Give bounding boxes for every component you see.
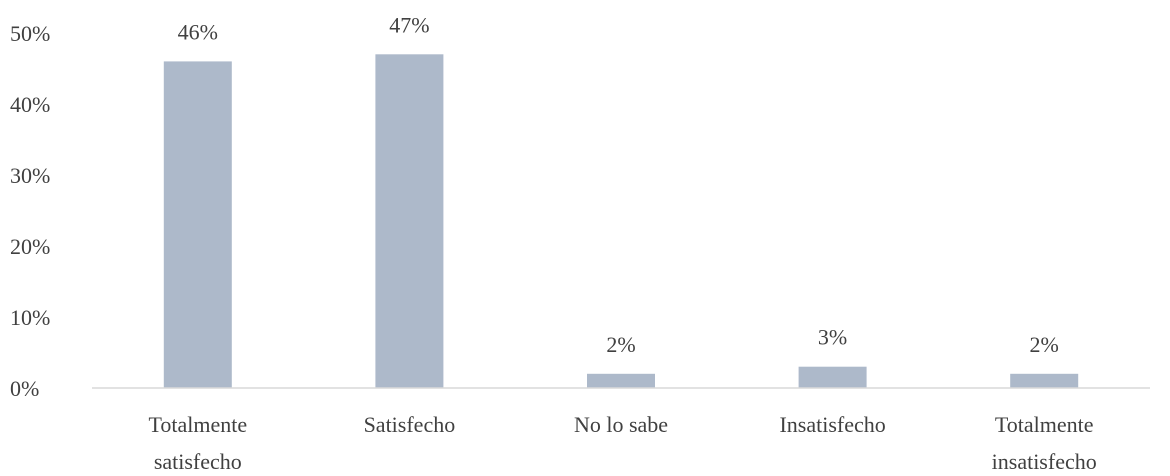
- bar: [798, 366, 867, 388]
- y-tick-label: 50%: [10, 21, 50, 46]
- y-axis: 0% 10% 20% 30% 40% 50%: [10, 21, 50, 401]
- y-tick-label: 0%: [10, 376, 39, 401]
- x-tick-label: No lo sabe: [574, 412, 668, 437]
- bars: [163, 54, 1079, 389]
- y-tick-label: 40%: [10, 92, 50, 117]
- data-label: 3%: [818, 325, 847, 350]
- data-label: 2%: [1030, 332, 1059, 357]
- x-tick-label: Insatisfecho: [779, 412, 885, 437]
- data-label: 46%: [178, 19, 218, 44]
- data-label: 2%: [606, 332, 635, 357]
- bar: [1010, 373, 1079, 388]
- data-labels: 46% 47% 2% 3% 2%: [178, 12, 1059, 357]
- bar: [163, 61, 232, 389]
- bar: [375, 54, 444, 389]
- y-tick-label: 10%: [10, 305, 50, 330]
- x-tick-label: Satisfecho: [364, 412, 456, 437]
- x-axis: Totalmente satisfecho Satisfecho No lo sabe…: [92, 387, 1150, 474]
- x-tick-label: Totalmente insatisfecho: [992, 412, 1097, 474]
- data-label: 47%: [389, 12, 429, 37]
- bar: [587, 373, 655, 388]
- y-tick-label: 30%: [10, 163, 50, 188]
- x-tick-label: Totalmente satisfecho: [148, 412, 247, 474]
- y-tick-label: 20%: [10, 234, 50, 259]
